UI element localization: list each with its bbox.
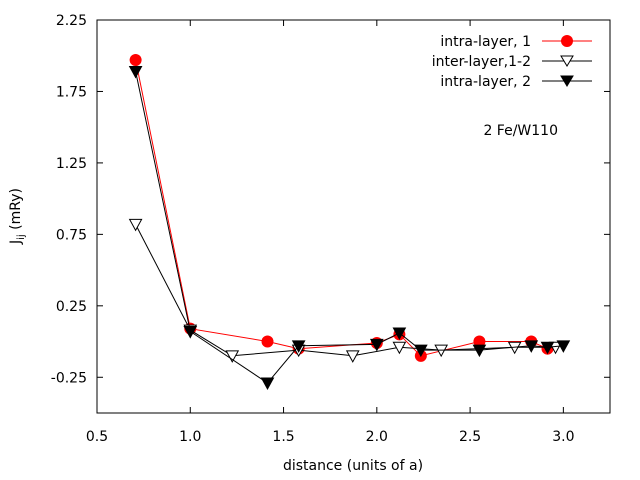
plot-frame bbox=[96, 19, 611, 414]
data-point-inter-layer-1-2 bbox=[225, 350, 240, 363]
data-point-intra-layer-2 bbox=[260, 377, 275, 391]
legend-label-intra-layer-1: intra-layer, 1 bbox=[440, 34, 531, 50]
legend-marker-intra-layer-1 bbox=[561, 35, 573, 47]
data-point-intra-layer-2 bbox=[291, 340, 306, 353]
legend: intra-layer, 1 inter-layer,1-2 intra-lay… bbox=[432, 34, 592, 90]
data-point-intra-layer-2 bbox=[540, 341, 555, 355]
y-axis-title-unit: (mRy) bbox=[8, 188, 24, 234]
series-intra-layer-2 bbox=[128, 65, 571, 391]
data-point-intra-layer-2 bbox=[524, 340, 539, 353]
data-point-intra-layer-2 bbox=[472, 344, 487, 358]
series-intra-layer-1 bbox=[129, 54, 554, 362]
series-inter-layer-1-2 bbox=[128, 218, 563, 363]
x-tick-label: 3.0 bbox=[552, 429, 574, 445]
data-point-intra-layer-2 bbox=[556, 340, 571, 353]
data-point-intra-layer-1 bbox=[129, 54, 142, 67]
data-point-intra-layer-2 bbox=[128, 65, 143, 79]
x-axis-title: distance (units of a) bbox=[283, 458, 423, 474]
series-line-intra-layer-1 bbox=[135, 59, 548, 357]
data-point-intra-layer-2 bbox=[183, 326, 198, 339]
y-tick-label: 0.25 bbox=[56, 299, 87, 315]
data-point-intra-layer-1 bbox=[261, 335, 274, 348]
data-point-inter-layer-1-2 bbox=[345, 350, 360, 363]
x-tick-label: 2.0 bbox=[366, 429, 388, 445]
data-point-inter-layer-1-2 bbox=[392, 341, 407, 355]
y-axis-title-main: J bbox=[8, 240, 24, 245]
legend-marker-inter-layer-1-2 bbox=[560, 55, 574, 67]
data-point-inter-layer-1-2 bbox=[434, 344, 449, 358]
y-axis-title-subscript: ij bbox=[16, 234, 27, 240]
x-tick-label: 2.5 bbox=[459, 429, 481, 445]
y-tick-label: 1.75 bbox=[56, 84, 87, 100]
data-series bbox=[128, 54, 571, 391]
y-tick-label: -0.25 bbox=[51, 370, 87, 386]
x-tick-label: 1.5 bbox=[272, 429, 294, 445]
y-tick-label: 0.75 bbox=[56, 227, 87, 243]
axis-ticks: 0.5 1.0 1.5 2.0 2.5 3.0 -0.25 0.25 0.75 1.25 1.75 2… bbox=[51, 13, 610, 445]
data-point-intra-layer-2 bbox=[369, 338, 384, 352]
legend-marker-intra-layer-2 bbox=[560, 75, 574, 87]
series-line-inter-layer-1-2 bbox=[135, 224, 556, 357]
y-tick-label: 2.25 bbox=[56, 13, 87, 29]
legend-label-intra-layer-2: intra-layer, 2 bbox=[440, 74, 531, 90]
data-point-intra-layer-2 bbox=[392, 327, 407, 341]
x-tick-label: 0.5 bbox=[86, 429, 108, 445]
x-tick-label: 1.0 bbox=[179, 429, 201, 445]
y-tick-label: 1.25 bbox=[56, 156, 87, 172]
data-point-intra-layer-2 bbox=[414, 344, 428, 358]
y-axis-title: Jij (mRy) bbox=[8, 188, 27, 245]
data-point-inter-layer-1-2 bbox=[128, 218, 143, 232]
annotation-label: 2 Fe/W110 bbox=[483, 123, 558, 139]
data-point-intra-layer-1 bbox=[473, 335, 486, 348]
legend-label-inter-layer-1-2: inter-layer,1-2 bbox=[432, 54, 531, 70]
